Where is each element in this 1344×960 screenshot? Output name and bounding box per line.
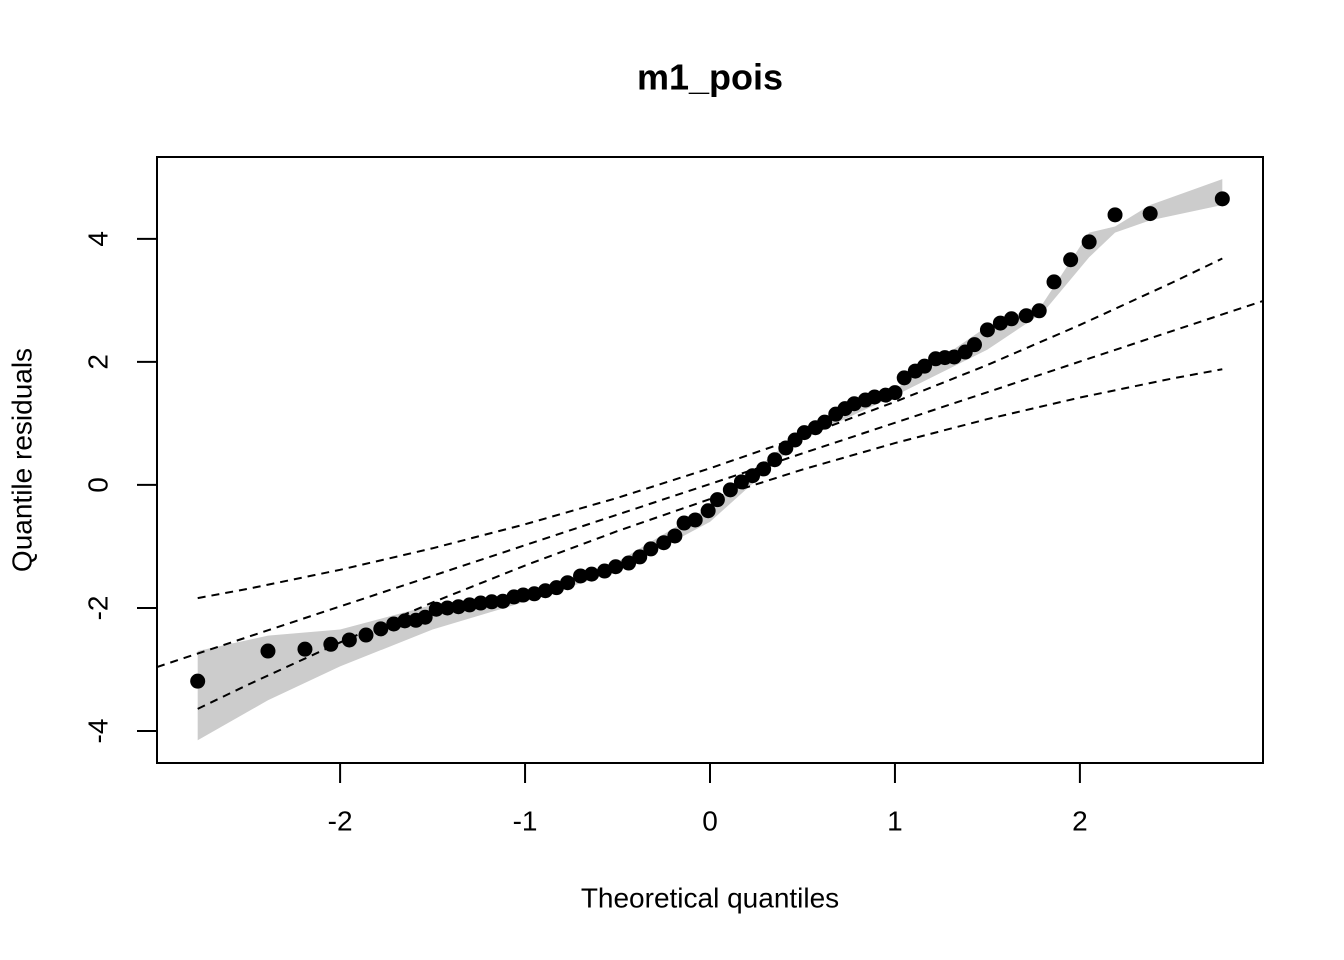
plot-area: [157, 179, 1263, 741]
point: [1142, 206, 1158, 222]
y-tick-label: 4: [82, 231, 113, 247]
point: [428, 601, 444, 617]
point: [473, 595, 489, 611]
chart-title: m1_pois: [637, 57, 783, 98]
point: [656, 535, 672, 551]
point: [358, 627, 374, 643]
point: [1063, 252, 1079, 268]
point: [584, 566, 600, 582]
x-tick-label: 0: [702, 805, 718, 836]
point: [966, 337, 982, 353]
x-tick-label: 2: [1072, 805, 1088, 836]
point: [1081, 234, 1097, 250]
point: [450, 599, 466, 615]
point: [632, 549, 648, 565]
y-tick-label: -2: [82, 596, 113, 621]
dashed-line: [197, 368, 1223, 710]
point: [417, 609, 433, 625]
point: [700, 503, 716, 519]
point: [896, 370, 912, 386]
point: [745, 468, 761, 484]
point: [323, 636, 339, 652]
point: [733, 474, 749, 490]
point: [1003, 311, 1019, 327]
point: [373, 621, 389, 637]
point: [687, 512, 703, 528]
point: [1046, 274, 1062, 290]
x-axis-label: Theoretical quantiles: [581, 882, 839, 913]
point: [722, 482, 738, 498]
y-tick-label: 2: [82, 354, 113, 370]
point: [397, 613, 413, 629]
point: [341, 632, 357, 648]
point: [515, 587, 531, 603]
y-axis-label: Quantile residuals: [6, 348, 37, 572]
x-tick-label: 1: [887, 805, 903, 836]
point: [767, 452, 783, 468]
point: [560, 575, 576, 591]
y-tick-label: -4: [82, 719, 113, 744]
x-tick-label: -1: [513, 805, 538, 836]
point: [190, 673, 206, 689]
point: [887, 385, 903, 401]
point: [608, 559, 624, 575]
x-tick-label: -2: [328, 805, 353, 836]
point: [621, 555, 637, 571]
point: [667, 528, 683, 544]
point: [1018, 308, 1034, 324]
point: [1107, 207, 1123, 223]
point: [1214, 191, 1230, 207]
point: [1031, 303, 1047, 319]
point: [709, 492, 725, 508]
y-tick-label: 0: [82, 477, 113, 493]
dashed-line: [197, 257, 1223, 600]
point: [484, 594, 500, 610]
point: [260, 643, 276, 659]
dashed-line: [157, 300, 1263, 668]
point: [573, 568, 589, 584]
point: [756, 461, 772, 477]
point: [643, 541, 659, 557]
point: [917, 358, 933, 374]
point: [979, 322, 995, 338]
confidence-band: [197, 179, 1223, 741]
point: [439, 600, 455, 616]
point: [867, 389, 883, 405]
point: [297, 641, 313, 657]
point: [462, 597, 478, 613]
point: [817, 414, 833, 430]
